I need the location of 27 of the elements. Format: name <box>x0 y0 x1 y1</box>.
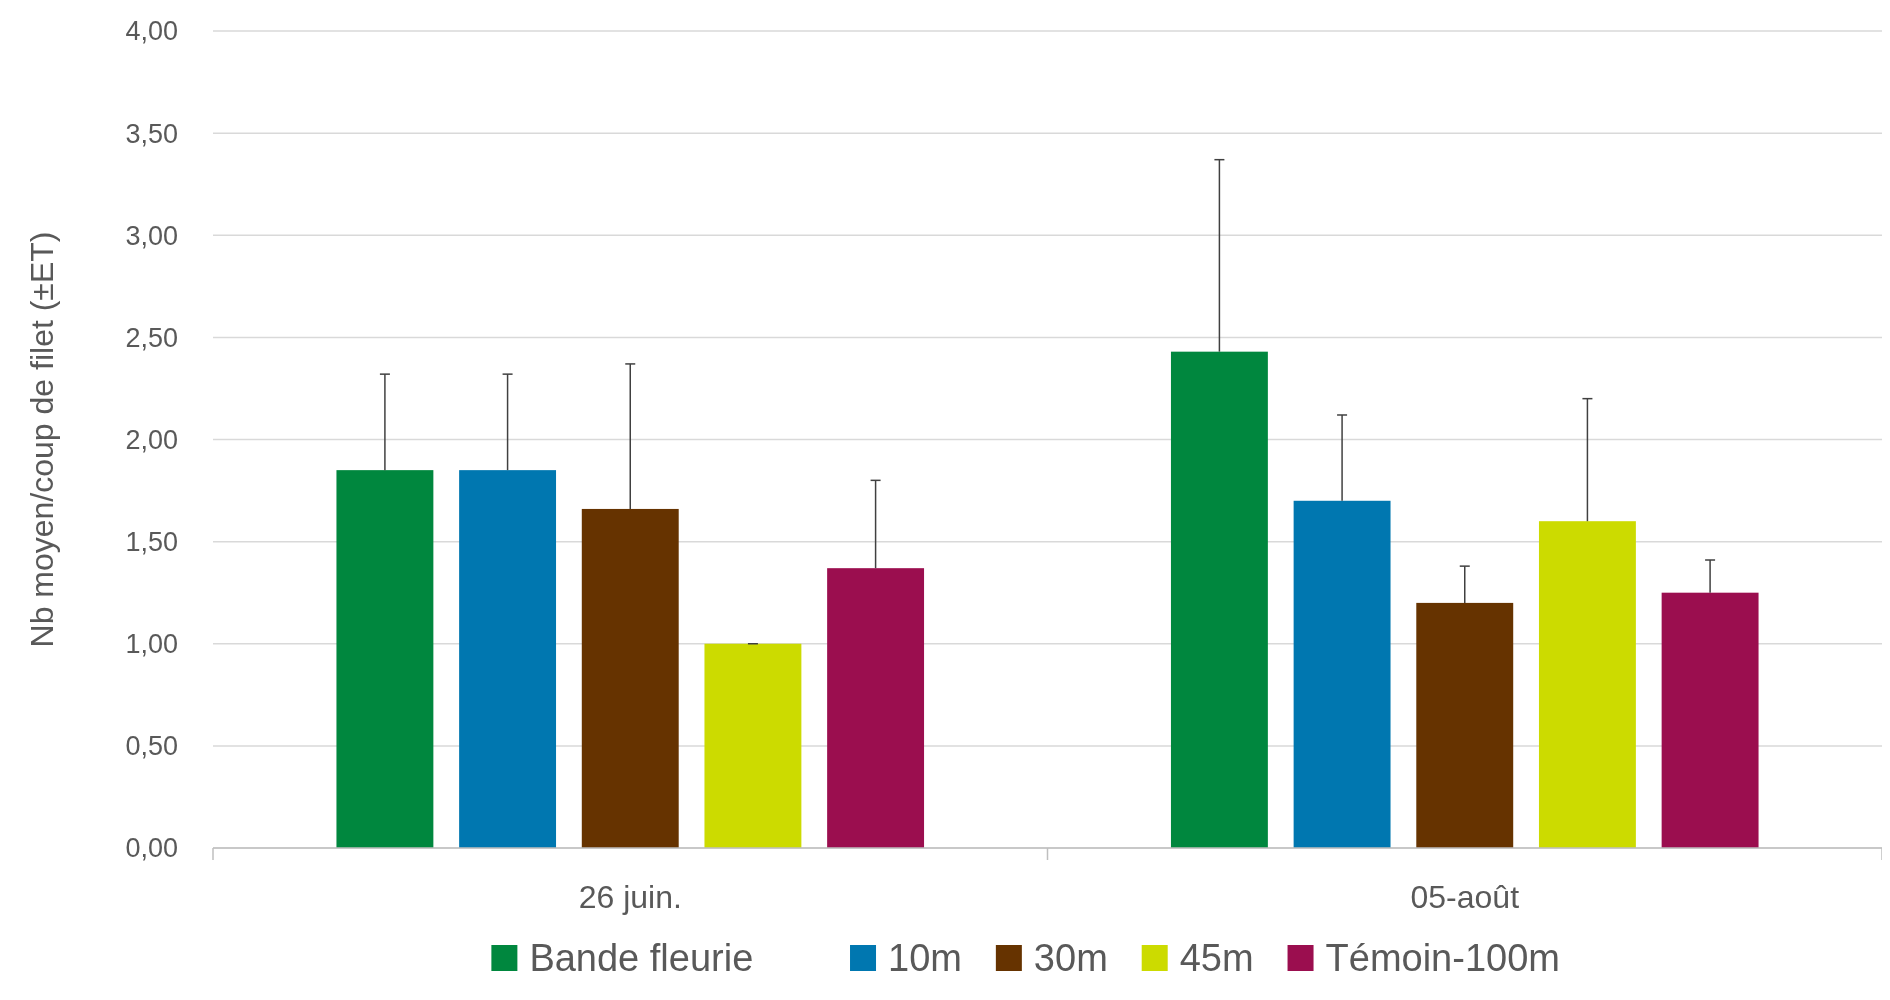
bar <box>336 470 434 848</box>
bar <box>827 568 925 848</box>
legend-label: Bande fleurie <box>529 937 754 980</box>
legend-label: 10m <box>888 937 962 980</box>
legend-label: Témoin-100m <box>1325 937 1560 980</box>
y-tick-label: 1,50 <box>125 527 178 558</box>
bar <box>1538 521 1636 848</box>
bar <box>1170 351 1268 848</box>
bar <box>581 508 679 848</box>
y-tick-label: 0,50 <box>125 731 178 762</box>
bar <box>1661 592 1759 848</box>
y-tick-label: 3,50 <box>125 118 178 149</box>
bar <box>1416 602 1514 848</box>
y-tick-label: 2,50 <box>125 322 178 353</box>
bar <box>459 470 557 848</box>
legend-label: 45m <box>1179 937 1254 980</box>
y-tick-label: 4,00 <box>125 16 178 47</box>
y-tick-label: 1,00 <box>125 629 178 660</box>
y-tick-label: 0,00 <box>125 833 178 864</box>
bar <box>704 643 802 848</box>
x-tick-label: 05-août <box>1410 879 1520 915</box>
y-axis-title: Nb moyen/coup de filet (±ET) <box>24 231 60 648</box>
legend-label: 30m <box>1033 937 1108 980</box>
bar <box>1293 500 1391 848</box>
x-tick-label: 26 juin. <box>578 879 682 915</box>
y-tick-label: 2,00 <box>125 424 178 455</box>
y-tick-label: 3,00 <box>125 220 178 251</box>
